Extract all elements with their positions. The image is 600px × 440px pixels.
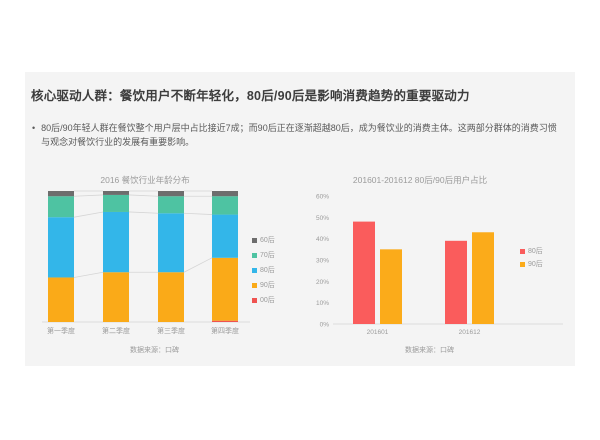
- stacked-segment-80后: [158, 213, 184, 273]
- x-tick-label: 第三季度: [157, 326, 185, 335]
- legend-label: 70后: [260, 252, 275, 259]
- bar-90后-201612: [472, 232, 494, 324]
- series-connector-line: [73, 194, 104, 197]
- legend-label: 00后: [260, 297, 275, 304]
- bullet-text: 80后/90年轻人群在餐饮整个用户层中占比接近7成；而90后正在逐渐超越80后，…: [41, 123, 557, 148]
- data-source-caption-left: 数据来源：口碑: [130, 347, 179, 354]
- series-connector-line: [128, 194, 159, 197]
- stacked-segment-80后: [103, 211, 129, 273]
- user-share-grouped-chart: 0% 10% 20% 30% 40% 50% 60% 201601 201612: [316, 194, 563, 336]
- x-tick-label: 201612: [459, 329, 481, 336]
- stacked-segment-90后: [212, 257, 238, 321]
- bullet-item: • 80后/90年轻人群在餐饮整个用户层中占比接近7成；而90后正在逐渐超越80…: [32, 121, 564, 150]
- y-tick-label: 0%: [320, 322, 330, 329]
- bar-80后-201612: [445, 240, 467, 324]
- stacked-segment-70后: [103, 194, 129, 212]
- stacked-segment-70后: [48, 196, 74, 218]
- legend-item-90后: 90后: [252, 280, 275, 290]
- share-chart-title: 201601-201612 80后/90后用户占比: [352, 175, 488, 185]
- stacked-segment-70后: [212, 196, 238, 215]
- stacked-segment-70后: [158, 196, 184, 214]
- y-tick-label: 10%: [316, 300, 329, 307]
- series-connector-line: [128, 211, 159, 214]
- stacked-segment-60后: [158, 191, 184, 197]
- stacked-segment-60后: [103, 191, 129, 195]
- slide-title: 核心驱动人群：餐饮用户不断年轻化，80后/90后是影响消费趋势的重要驱动力: [31, 89, 470, 103]
- legend-swatch-icon: [520, 261, 525, 267]
- stacked-segment-00后: [212, 320, 238, 322]
- legend-item-00后: 00后: [252, 295, 275, 305]
- bullet-marker: •: [32, 123, 36, 133]
- bar-90后-201601: [380, 249, 402, 324]
- stacked-segment-60后: [212, 191, 238, 197]
- legend-item-90后: 90后: [520, 259, 543, 269]
- series-connector-line: [73, 211, 104, 218]
- legend-label: 60后: [260, 237, 275, 244]
- age-chart-legend: 60后 70后 80后 90后 00后: [252, 235, 275, 310]
- legend-swatch-icon: [520, 248, 525, 254]
- x-tick-label: 第四季度: [211, 326, 239, 335]
- y-tick-label: 20%: [316, 279, 329, 286]
- series-connector-line: [183, 212, 213, 215]
- data-source-caption-right: 数据来源：口碑: [405, 347, 454, 354]
- legend-item-60后: 60后: [252, 235, 275, 245]
- slide-panel: 核心驱动人群：餐饮用户不断年轻化，80后/90后是影响消费趋势的重要驱动力 • …: [25, 72, 575, 366]
- legend-swatch-icon: [252, 282, 257, 288]
- legend-label: 80后: [528, 248, 543, 255]
- legend-label: 80后: [260, 267, 275, 274]
- x-tick-label: 第二季度: [102, 326, 130, 335]
- stacked-segment-60后: [48, 191, 74, 197]
- age-chart-title: 2016 餐饮行业年龄分布: [100, 175, 190, 185]
- y-tick-label: 40%: [316, 236, 329, 243]
- legend-swatch-icon: [252, 237, 257, 243]
- age-distribution-stacked-chart: 第一季度 第二季度 第三季度 第四季度: [42, 190, 250, 335]
- x-tick-label: 201601: [367, 329, 389, 336]
- stacked-segment-90后: [48, 277, 74, 322]
- legend-label: 90后: [528, 261, 543, 268]
- series-connector-line: [183, 257, 213, 273]
- y-tick-label: 30%: [316, 258, 329, 265]
- legend-label: 90后: [260, 282, 275, 289]
- stacked-segment-80后: [48, 217, 74, 278]
- legend-swatch-icon: [252, 267, 257, 273]
- stacked-segment-90后: [158, 272, 184, 322]
- stacked-segment-80后: [212, 214, 238, 258]
- stacked-segment-90后: [103, 272, 129, 322]
- bar-80后-201601: [353, 221, 375, 324]
- legend-swatch-icon: [252, 297, 257, 303]
- legend-swatch-icon: [252, 252, 257, 258]
- series-connector-line: [73, 271, 104, 278]
- legend-item-80后: 80后: [252, 265, 275, 275]
- legend-item-70后: 70后: [252, 250, 275, 260]
- share-chart-legend: 80后 90后: [520, 246, 543, 272]
- legend-item-80后: 80后: [520, 246, 543, 256]
- y-tick-label: 50%: [316, 215, 329, 222]
- y-tick-label: 60%: [316, 194, 329, 201]
- x-tick-label: 第一季度: [47, 326, 75, 335]
